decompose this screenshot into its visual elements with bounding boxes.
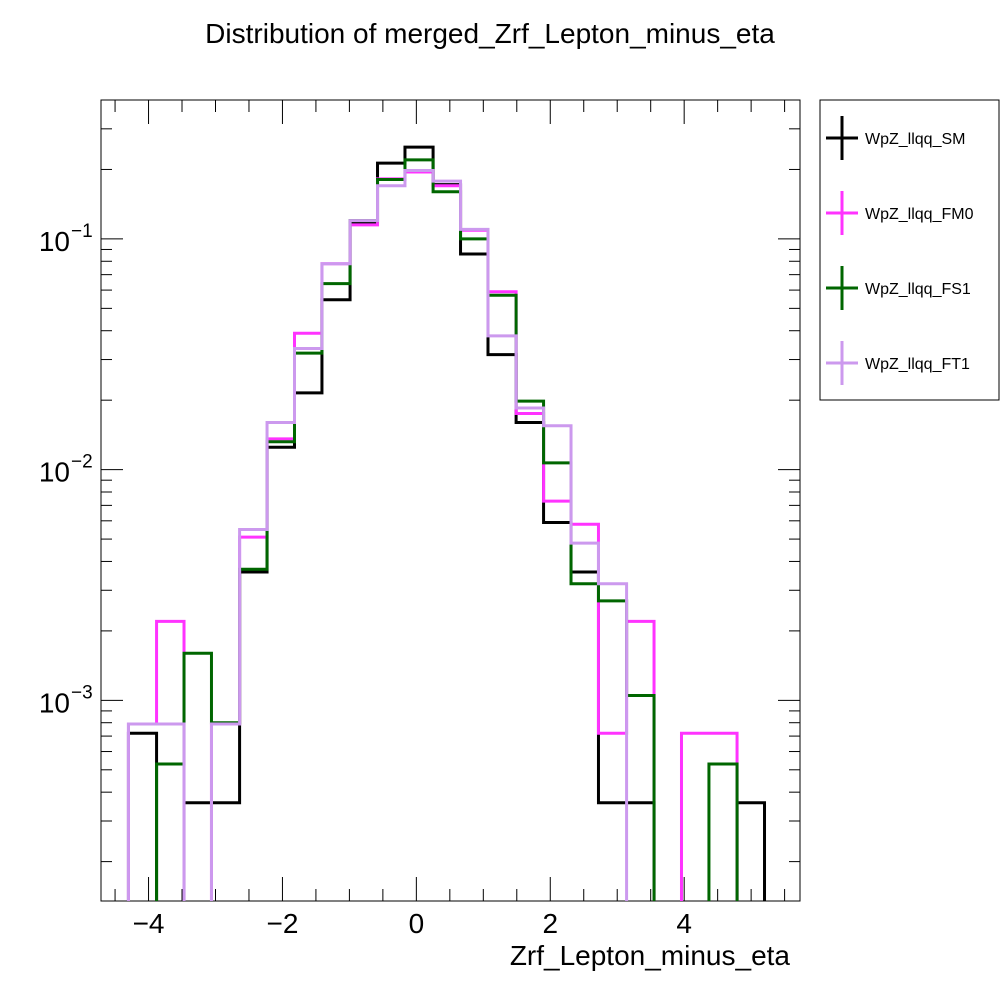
legend-item: WpZ_llqq_FS1 bbox=[826, 266, 971, 310]
legend-label: WpZ_llqq_FS1 bbox=[865, 281, 971, 298]
x-tick-label: 4 bbox=[676, 908, 692, 939]
y-tick-label-exponent: −3 bbox=[71, 682, 93, 703]
series-line-2 bbox=[126, 170, 739, 901]
plot-frame bbox=[100, 99, 801, 902]
y-tick-label-base: 10 bbox=[39, 687, 70, 718]
y-tick-label-base: 10 bbox=[39, 457, 70, 488]
y-axis: 10−110−210−3 bbox=[39, 99, 800, 863]
legend-box bbox=[819, 99, 1000, 401]
y-tick-label-exponent: −1 bbox=[71, 221, 93, 242]
legend-item: WpZ_llqq_FM0 bbox=[826, 191, 974, 235]
legend: WpZ_llqq_SM WpZ_llqq_FM0 WpZ_llqq_FS1 WpZ_l… bbox=[819, 99, 1000, 401]
x-axis: −4 −2 0 2 4 bbox=[114, 100, 786, 939]
y-tick-label: 10 −1 bbox=[39, 221, 93, 257]
legend-item: WpZ_llqq_FT1 bbox=[826, 341, 970, 385]
data-layer bbox=[126, 145, 767, 901]
x-tick-label: −4 bbox=[133, 908, 165, 939]
series-line-1 bbox=[126, 145, 767, 901]
legend-label: WpZ_llqq_FT1 bbox=[865, 356, 970, 373]
y-tick-label-base: 10 bbox=[39, 226, 70, 257]
y-tick-label-exponent: −2 bbox=[71, 452, 93, 473]
x-tick-label: 0 bbox=[409, 908, 425, 939]
legend-label: WpZ_llqq_SM bbox=[865, 131, 965, 148]
x-axis-label: Zrf_Lepton_minus_eta bbox=[510, 940, 791, 971]
series-line-4 bbox=[126, 168, 629, 901]
y-tick-label: 10 −2 bbox=[39, 452, 93, 488]
series-line-3 bbox=[155, 158, 739, 901]
x-tick-label: 2 bbox=[542, 908, 558, 939]
y-tick-label: 10 −3 bbox=[39, 682, 93, 718]
chart-title: Distribution of merged_Zrf_Lepton_minus_… bbox=[205, 18, 775, 49]
legend-item: WpZ_llqq_SM bbox=[826, 116, 965, 160]
legend-label: WpZ_llqq_FM0 bbox=[865, 206, 974, 223]
x-tick-label: −2 bbox=[266, 908, 298, 939]
